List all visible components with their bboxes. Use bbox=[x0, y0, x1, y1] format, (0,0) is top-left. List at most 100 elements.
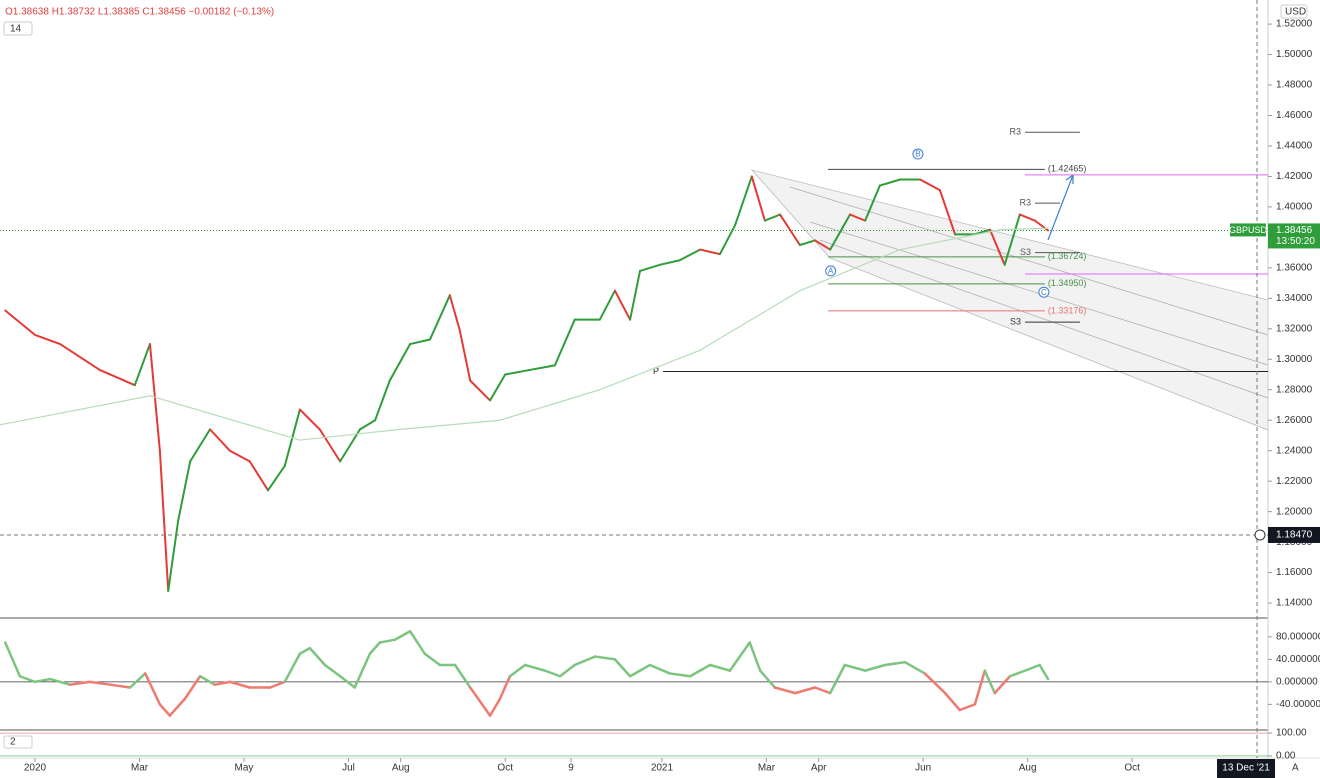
level-label: R3 bbox=[1010, 127, 1022, 137]
line-segment bbox=[523, 663, 547, 672]
line-segment bbox=[318, 428, 342, 463]
line-segment bbox=[498, 675, 512, 700]
currency-button[interactable] bbox=[1280, 4, 1308, 19]
line-segment bbox=[358, 419, 377, 431]
line-segment bbox=[393, 630, 412, 641]
line-segment bbox=[228, 449, 251, 463]
line-segment bbox=[177, 460, 192, 522]
last-price-label: 1.38456 bbox=[1276, 225, 1313, 236]
line-segment bbox=[843, 663, 867, 672]
line-segment bbox=[308, 646, 327, 667]
x-tick-label: Oct bbox=[1124, 763, 1140, 774]
line-segment bbox=[108, 683, 132, 689]
y-tick-label: 1.22000 bbox=[1276, 476, 1313, 487]
y-tick-label: 1.20000 bbox=[1276, 506, 1313, 517]
line-segment bbox=[793, 686, 817, 695]
line-segment bbox=[488, 697, 502, 717]
indicator-toggle[interactable] bbox=[3, 21, 33, 36]
line-segment bbox=[183, 675, 202, 700]
x-tick-label: Aug bbox=[1019, 763, 1037, 774]
y-tick-label: 1.40000 bbox=[1276, 202, 1313, 213]
line-segment bbox=[338, 675, 356, 689]
y-tick-label: 0.00 bbox=[1276, 751, 1296, 762]
line-segment bbox=[573, 655, 597, 667]
level-label: R3 bbox=[1019, 197, 1031, 207]
y-tick-label: 1.46000 bbox=[1276, 110, 1313, 121]
line-segment bbox=[883, 660, 907, 667]
line-segment bbox=[158, 703, 172, 717]
crosshair-y-box bbox=[1268, 526, 1320, 543]
x-tick-label: Mar bbox=[758, 763, 776, 774]
line-segment bbox=[149, 395, 301, 441]
line-segment bbox=[728, 641, 751, 672]
line-segment bbox=[829, 213, 852, 251]
line-segment bbox=[973, 228, 992, 236]
wave-label: B bbox=[915, 150, 920, 159]
line-segment bbox=[68, 680, 92, 686]
y-tick-label: 80.000000 bbox=[1276, 632, 1320, 643]
line-segment bbox=[34, 333, 62, 346]
line-segment bbox=[0, 395, 151, 426]
line-segment bbox=[553, 318, 576, 367]
line-segment bbox=[388, 343, 412, 382]
line-segment bbox=[938, 189, 957, 236]
line-segment bbox=[863, 663, 887, 672]
line-segment bbox=[4, 309, 37, 336]
crosshair-y-label: 1.18470 bbox=[1276, 530, 1313, 541]
line-segment bbox=[718, 224, 737, 256]
line-segment bbox=[798, 239, 817, 247]
line-segment bbox=[708, 663, 732, 672]
line-segment bbox=[399, 419, 501, 430]
line-segment bbox=[688, 663, 712, 678]
line-segment bbox=[299, 428, 401, 441]
currency-label: USD bbox=[1285, 7, 1306, 18]
line-segment bbox=[799, 248, 901, 292]
y-tick-label: 1.28000 bbox=[1276, 384, 1313, 395]
line-segment bbox=[543, 669, 562, 678]
line-segment bbox=[919, 178, 941, 192]
line-segment bbox=[864, 184, 881, 222]
level-label: S3 bbox=[1020, 247, 1031, 257]
line-segment bbox=[828, 663, 847, 695]
line-segment bbox=[128, 672, 147, 689]
level-label: S3 bbox=[1010, 316, 1021, 326]
auto-scale-button[interactable]: A bbox=[1292, 763, 1299, 774]
line-segment bbox=[699, 290, 801, 351]
y-tick-label: 1.42000 bbox=[1276, 171, 1313, 182]
line-segment bbox=[189, 428, 212, 463]
line-segment bbox=[209, 428, 231, 452]
line-segment bbox=[750, 175, 766, 222]
crosshair-x-label: 13 Dec '21 bbox=[1222, 763, 1270, 774]
indicator-label: 14 bbox=[10, 24, 22, 35]
line-segment bbox=[598, 289, 616, 321]
line-segment bbox=[748, 641, 762, 672]
wave-marker bbox=[912, 148, 924, 160]
line-segment bbox=[1038, 663, 1050, 681]
line-segment bbox=[504, 368, 531, 376]
line-segment bbox=[368, 641, 382, 655]
line-segment bbox=[599, 349, 701, 391]
line-segment bbox=[213, 680, 232, 686]
line-segment bbox=[973, 669, 987, 706]
x-tick-label: 9 bbox=[568, 763, 574, 774]
line-segment bbox=[423, 652, 442, 667]
indicator-toggle[interactable] bbox=[3, 735, 33, 749]
line-segment bbox=[1008, 669, 1027, 678]
line-segment bbox=[143, 672, 162, 706]
crosshair-x-box bbox=[1217, 759, 1276, 778]
line-segment bbox=[639, 263, 661, 272]
symbol-box bbox=[1230, 223, 1266, 237]
line-segment bbox=[468, 686, 492, 717]
line-segment bbox=[593, 655, 617, 661]
line-segment bbox=[248, 460, 270, 492]
level-label: (1.34950) bbox=[1048, 278, 1087, 288]
line-segment bbox=[849, 213, 867, 222]
x-tick-label: May bbox=[235, 763, 254, 774]
line-segment bbox=[899, 229, 1001, 251]
x-tick-label: Aug bbox=[392, 763, 410, 774]
line-segment bbox=[993, 675, 1012, 695]
level-label: (1.33176) bbox=[1048, 305, 1087, 315]
line-segment bbox=[989, 228, 1006, 266]
